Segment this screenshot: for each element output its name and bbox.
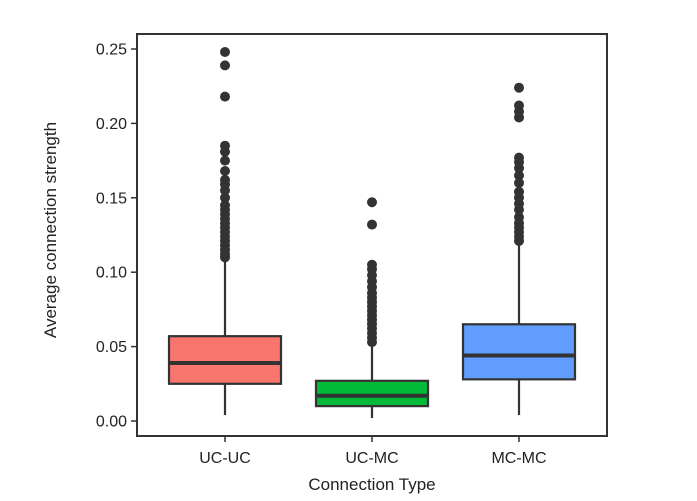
- outlier-point: [367, 259, 377, 270]
- outlier-point: [514, 152, 524, 163]
- y-tick-label: 0.10: [96, 265, 127, 282]
- x-axis-title: Connection Type: [308, 475, 435, 494]
- outlier-point: [220, 192, 230, 203]
- outlier-point: [514, 177, 524, 188]
- box-mc-mc: [461, 82, 577, 416]
- x-axis: UC-UC UC-MC MC-MC: [199, 436, 547, 467]
- outlier-point: [220, 60, 230, 71]
- outlier-point: [220, 91, 230, 102]
- outlier-point: [220, 200, 230, 211]
- outlier-point: [220, 174, 230, 185]
- y-axis: 0.00 0.05 0.10 0.15 0.20 0.25: [96, 42, 137, 431]
- outlier-point: [220, 155, 230, 166]
- outlier-point: [367, 197, 377, 208]
- iqr-box: [461, 323, 577, 381]
- iqr-box: [314, 379, 430, 408]
- x-tick-label: UC-MC: [345, 450, 398, 467]
- outlier-point: [514, 186, 524, 197]
- y-tick-label: 0.15: [96, 190, 127, 207]
- y-tick-label: 0.25: [96, 42, 127, 59]
- outlier-point: [220, 46, 230, 57]
- outlier-point: [514, 170, 524, 181]
- outlier-point: [220, 166, 230, 177]
- y-axis-title: Average connection strength: [41, 122, 60, 338]
- outlier-point: [514, 100, 524, 111]
- plot-layer: [167, 46, 577, 419]
- y-tick-label: 0.00: [96, 414, 127, 431]
- outlier-point: [514, 212, 524, 223]
- outlier-point: [367, 219, 377, 230]
- outlier-point: [514, 82, 524, 93]
- box-uc-uc: [167, 46, 283, 416]
- x-tick-label: UC-UC: [199, 450, 251, 467]
- iqr-box: [167, 335, 283, 385]
- outlier-point: [220, 140, 230, 151]
- box-uc-mc: [314, 197, 430, 419]
- x-tick-label: MC-MC: [491, 450, 546, 467]
- y-tick-label: 0.05: [96, 339, 127, 356]
- y-tick-label: 0.20: [96, 116, 127, 133]
